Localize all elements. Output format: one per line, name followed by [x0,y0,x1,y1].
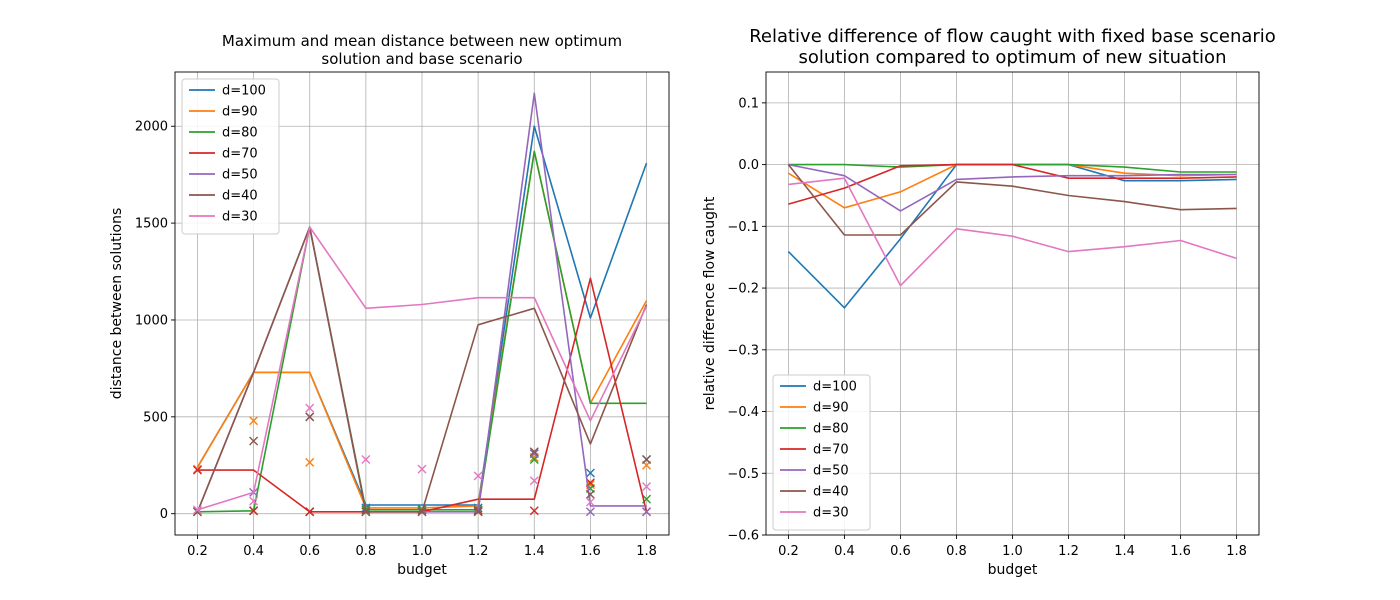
mean-marker-d=30 [192,505,202,515]
y-tick-label: 1500 [135,217,168,232]
mean-marker-d=40 [249,436,259,446]
x-tick-label: 1.6 [580,544,601,559]
mean-marker-d=40 [361,507,371,517]
chart-max-mean-distance: 0.2 0.4 0.6 0.8 1.0 1.2 1.4 1.6 1.8 0 500 1000 1500 2… [109,32,670,578]
x-tick-label: 0.4 [243,544,264,559]
mean-marker-d=40 [585,489,595,499]
legend-label-d=40: d=40 [222,189,258,204]
series-line-d=50 [788,163,1237,212]
left-x-axis-label: budget [397,562,447,578]
mean-marker-d=70 [249,506,259,516]
mean-marker-d=90 [305,457,315,467]
mean-marker-d=50 [529,449,539,459]
legend-label-d=100: d=100 [222,84,266,99]
left-y-axis-label: distance between solutions [109,208,125,400]
mean-marker-d=100 [585,468,595,478]
legend-label-d=50: d=50 [813,464,849,479]
mean-marker-d=50 [585,507,595,517]
legend-label-d=90: d=90 [222,105,258,120]
legend-label-d=100: d=100 [813,380,857,395]
mean-marker-d=40 [529,447,539,457]
mean-marker-d=30 [361,454,371,464]
mean-marker-d=70 [305,507,315,517]
x-tick-label: 1.4 [524,544,545,559]
mean-marker-d=40 [417,507,427,517]
x-tick-label: 0.6 [299,544,320,559]
mean-marker-d=30 [249,496,259,506]
y-tick-label: 0.0 [738,158,759,173]
legend-label-d=30: d=30 [813,506,849,521]
series-line-d=30 [197,226,648,511]
x-tick-label: 0.8 [356,544,377,559]
x-tick-label: 0.2 [778,544,799,559]
y-tick-label: −0.4 [727,405,759,420]
y-tick-label: 500 [143,410,168,425]
series-line-d=30 [788,177,1237,287]
x-tick-label: 1.0 [412,544,433,559]
mean-marker-d=40 [473,507,483,517]
legend-label-d=80: d=80 [813,422,849,437]
series-line-d=70 [788,163,1237,205]
legend-label-d=90: d=90 [813,401,849,416]
legend-label-d=50: d=50 [222,168,258,183]
y-tick-label: 1000 [135,313,168,328]
right-legend: d=100 d=90 d=80 d=70 d=50 d=40 d=30 [772,374,871,531]
mean-marker-d=50 [642,507,652,517]
x-tick-label: 1.6 [1170,544,1191,559]
left-plot-area [192,92,652,517]
legend-label-d=30: d=30 [222,210,258,225]
mean-marker-d=30 [305,403,315,413]
mean-marker-d=40 [305,412,315,422]
right-chart-title: Relative difference of flow caught with … [749,26,1276,47]
chart-relative-difference: 0.2 0.4 0.6 0.8 1.0 1.2 1.4 1.6 1.8 −0.6 −0.5 −0.4 −… [702,26,1276,578]
y-tick-label: −0.3 [727,343,759,358]
x-tick-label: 1.2 [468,544,489,559]
left-legend: d=100 d=90 d=80 d=70 d=50 d=40 d=30 [181,78,280,235]
y-tick-label: −0.1 [727,220,759,235]
mean-marker-d=70 [192,465,202,475]
x-tick-label: 0.6 [890,544,911,559]
left-chart-title: Maximum and mean distance between new op… [222,32,622,50]
right-plot-area [787,163,1237,309]
legend-label-d=80: d=80 [222,126,258,141]
x-tick-label: 1.8 [1226,544,1247,559]
y-tick-label: −0.2 [727,282,759,297]
mean-marker-d=30 [417,464,427,474]
series-line-d=40 [787,164,1237,236]
mean-marker-d=30 [642,482,652,492]
mean-marker-d=40 [642,454,652,464]
legend-label-d=70: d=70 [813,443,849,458]
x-tick-label: 1.8 [636,544,657,559]
left-chart-title: solution and base scenario [321,50,522,68]
y-tick-label: 0.1 [738,96,759,111]
x-tick-label: 0.2 [187,544,208,559]
legend-label-d=40: d=40 [813,485,849,500]
right-x-axis-label: budget [988,562,1038,578]
x-tick-label: 0.8 [946,544,967,559]
y-tick-label: 2000 [135,120,168,135]
mean-marker-d=30 [529,476,539,486]
right-chart-title: solution compared to optimum of new situ… [799,47,1227,68]
y-tick-label: 0 [160,507,168,522]
y-tick-label: −0.6 [727,529,759,544]
x-tick-label: 0.4 [834,544,855,559]
x-tick-label: 1.4 [1114,544,1135,559]
mean-marker-d=30 [473,471,483,481]
mean-marker-d=70 [529,506,539,516]
legend-label-d=70: d=70 [222,147,258,162]
mean-marker-d=30 [585,497,595,507]
x-tick-label: 1.2 [1058,544,1079,559]
right-y-axis-label: relative difference flow caught [702,196,718,410]
mean-marker-d=90 [249,416,259,426]
x-tick-label: 1.0 [1002,544,1023,559]
y-tick-label: −0.5 [727,467,759,482]
